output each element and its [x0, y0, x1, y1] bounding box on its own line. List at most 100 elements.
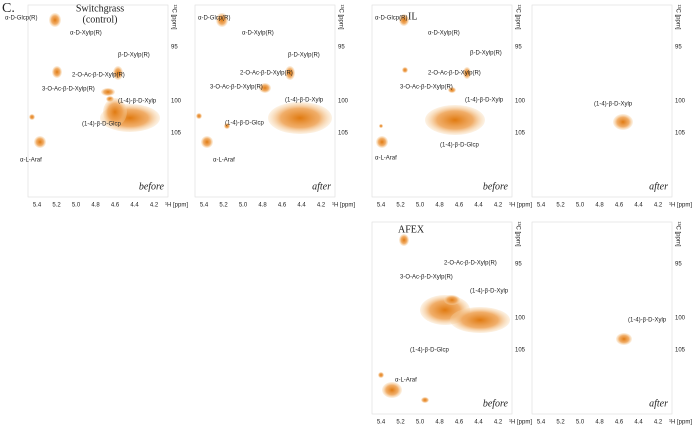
peak-label: 3-O-Ac-β-D-Xylp(R): [400, 275, 453, 281]
peak-label: β-D-Xylp(R): [470, 51, 502, 57]
y-tick-label: 100: [515, 316, 526, 322]
peak-label: α-D-Xylp(R): [242, 31, 274, 37]
x-tick-label: 5.4: [537, 420, 546, 426]
y-tick-label: 95: [675, 262, 682, 268]
figure-label: C.: [2, 1, 15, 16]
peak-label: (1-4)-β-D-Xylp: [628, 318, 667, 324]
y-tick-label: 105: [338, 131, 349, 137]
x-tick-label: 4.8: [435, 420, 444, 426]
peak-label: α-D-Glcp(R): [5, 16, 37, 22]
x-tick-label: 4.6: [455, 203, 464, 209]
peak-label: α-D-Xylp(R): [428, 31, 460, 37]
x-tick-label: 4.2: [150, 203, 159, 209]
x-tick-label: 5.0: [239, 203, 248, 209]
y-tick-label: 95: [675, 45, 682, 51]
x-tick-label: 4.2: [494, 203, 503, 209]
x-tick-label: 4.6: [278, 203, 287, 209]
contour-peak: [285, 66, 295, 80]
peak-label: α-L-Araf: [375, 156, 397, 162]
x-tick-label: 5.0: [576, 420, 585, 426]
contour-peak: [376, 136, 388, 148]
y-tick-label: 100: [675, 99, 686, 105]
y-tick-label: 105: [515, 131, 526, 137]
x-tick-label: 5.2: [396, 203, 405, 209]
x-tick-label: 5.4: [33, 203, 42, 209]
contour-peak: [399, 14, 409, 26]
y-axis-unit: ¹³C [ppm]: [514, 221, 520, 246]
x-tick-label: 5.2: [396, 420, 405, 426]
x-tick-label: 4.4: [474, 203, 483, 209]
contour-peak: [444, 295, 460, 305]
peak-label: β-D-Xylp(R): [118, 53, 150, 59]
peak-label: (1-4)-β-D-Xylp: [118, 99, 157, 105]
panel-frame: [194, 4, 336, 198]
contour-peak: [425, 105, 485, 135]
y-tick-label: 100: [171, 99, 182, 105]
contour-peak: [463, 67, 471, 79]
y-tick-label: 95: [171, 45, 178, 51]
y-tick-label: 105: [675, 348, 686, 354]
x-tick-label: 4.8: [435, 203, 444, 209]
x-tick-label: 5.0: [576, 203, 585, 209]
x-tick-label: 4.4: [297, 203, 306, 209]
contour-peak: [259, 83, 271, 93]
caption: before: [483, 398, 509, 409]
peak-label: β-D-Xylp(R): [288, 53, 320, 59]
y-axis-unit: ¹³C [ppm]: [514, 4, 520, 29]
peak-label: 3-O-Ac-β-D-Xylp(R): [42, 87, 95, 93]
panel-frame: [531, 4, 673, 198]
contour-peak: [103, 98, 127, 126]
peak-label: α-D-Xylp(R): [70, 31, 102, 37]
contour-peak: [448, 87, 456, 93]
peak-label: 2-O-Ac-β-D-Xylp(R): [240, 71, 293, 77]
x-tick-label: 4.4: [130, 203, 139, 209]
x-tick-label: 4.4: [474, 420, 483, 426]
peak-label: α-L-Araf: [395, 378, 417, 384]
contour-peak: [616, 333, 632, 345]
y-tick-label: 105: [675, 131, 686, 137]
contour-peak: [196, 113, 202, 119]
peak-label: 3-O-Ac-β-D-Xylp(R): [400, 85, 453, 91]
x-tick-label: 4.2: [654, 420, 663, 426]
contour-peak: [613, 114, 633, 130]
x-axis-unit: ¹H [ppm]: [669, 420, 692, 426]
y-tick-label: 95: [515, 262, 522, 268]
contour-peak: [382, 382, 402, 398]
contour-peak: [421, 397, 429, 403]
y-tick-label: 95: [338, 45, 345, 51]
contour-peak: [378, 372, 384, 378]
x-tick-label: 4.8: [595, 420, 604, 426]
y-tick-label: 100: [515, 99, 526, 105]
contour-peak: [268, 102, 332, 134]
peak-label: (1-4)-β-D-Xylp: [465, 98, 504, 104]
x-tick-label: 4.2: [654, 203, 663, 209]
peak-label: (1-4)-β-D-Glcp: [82, 122, 121, 128]
x-tick-label: 5.4: [200, 203, 209, 209]
x-tick-label: 4.8: [91, 203, 100, 209]
x-tick-label: 4.4: [634, 420, 643, 426]
x-tick-label: 5.4: [377, 203, 386, 209]
y-axis-unit: ¹³C [ppm]: [337, 4, 343, 29]
peak-label: (1-4)-β-D-Glcp: [440, 143, 479, 149]
peak-label: α-D-Glcp(R): [375, 16, 407, 22]
y-axis-unit: ¹³C [ppm]: [674, 4, 680, 29]
caption: before: [139, 181, 165, 192]
contour-peak: [399, 234, 409, 246]
caption: after: [649, 398, 668, 409]
peak-label: α-L-Araf: [213, 158, 235, 164]
peak-label: (1-4)-β-D-Xylp: [285, 98, 324, 104]
x-axis-unit: ¹H [ppm]: [509, 420, 532, 426]
peak-label: 3-O-Ac-β-D-Xylp(R): [210, 85, 263, 91]
caption: before: [483, 181, 509, 192]
panel-frame: [371, 221, 513, 415]
x-tick-label: 4.2: [494, 420, 503, 426]
contour-peak: [34, 136, 46, 148]
x-tick-label: 4.8: [258, 203, 267, 209]
x-tick-label: 5.2: [556, 203, 565, 209]
x-axis-unit: ¹H [ppm]: [509, 203, 532, 209]
x-tick-label: 4.6: [111, 203, 120, 209]
contour-peak: [450, 307, 510, 333]
panel-frame: [27, 4, 169, 198]
x-axis-unit: ¹H [ppm]: [669, 203, 692, 209]
